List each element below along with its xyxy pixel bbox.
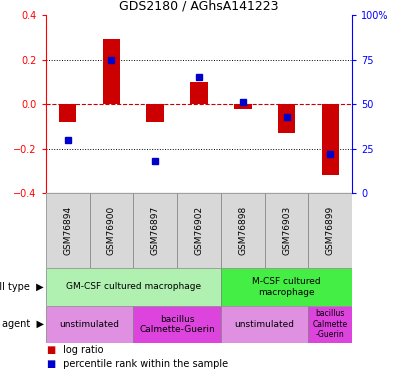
Bar	[46, 306, 133, 343]
Text: unstimulated: unstimulated	[60, 320, 119, 329]
Text: GSM76902: GSM76902	[195, 206, 203, 255]
Text: ■: ■	[46, 359, 55, 369]
Bar	[103, 39, 120, 104]
Text: cell type  ▶: cell type ▶	[0, 282, 44, 292]
Bar	[177, 193, 221, 268]
Text: agent  ▶: agent ▶	[2, 320, 44, 329]
Text: GSM76899: GSM76899	[326, 206, 335, 255]
Text: M-CSF cultured
macrophage: M-CSF cultured macrophage	[252, 277, 321, 297]
Bar	[46, 193, 90, 268]
Text: unstimulated: unstimulated	[235, 320, 295, 329]
Bar	[278, 104, 295, 133]
Bar	[322, 104, 339, 176]
Text: bacillus
Calmette-Guerin: bacillus Calmette-Guerin	[139, 315, 215, 334]
Bar	[146, 104, 164, 122]
Bar	[133, 193, 177, 268]
Bar	[308, 193, 352, 268]
Text: GSM76897: GSM76897	[151, 206, 160, 255]
Bar	[59, 104, 76, 122]
Bar	[221, 193, 265, 268]
Bar	[221, 306, 308, 343]
Bar	[308, 306, 352, 343]
Title: GDS2180 / AGhsA141223: GDS2180 / AGhsA141223	[119, 0, 279, 12]
Text: GSM76898: GSM76898	[238, 206, 247, 255]
Bar	[46, 268, 221, 306]
Bar	[133, 306, 221, 343]
Bar	[265, 193, 308, 268]
Bar	[90, 193, 133, 268]
Text: GSM76894: GSM76894	[63, 206, 72, 255]
Text: ■: ■	[46, 345, 55, 355]
Bar	[221, 268, 352, 306]
Bar	[190, 82, 208, 104]
Bar	[234, 104, 252, 108]
Text: GM-CSF cultured macrophage: GM-CSF cultured macrophage	[66, 282, 201, 291]
Text: bacillus
Calmette
-Guerin: bacillus Calmette -Guerin	[313, 309, 348, 339]
Text: percentile rank within the sample: percentile rank within the sample	[60, 359, 228, 369]
Text: GSM76900: GSM76900	[107, 206, 116, 255]
Text: log ratio: log ratio	[60, 345, 103, 355]
Text: GSM76903: GSM76903	[282, 206, 291, 255]
